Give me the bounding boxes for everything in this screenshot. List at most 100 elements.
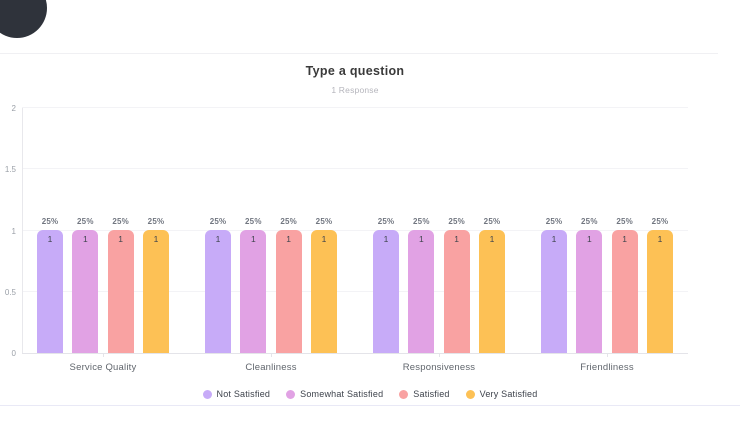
- bar-very-satisfied[interactable]: 1: [310, 230, 337, 353]
- bar-percent-label: 25%: [315, 217, 333, 226]
- category-label: Friendliness: [580, 362, 634, 373]
- bar-percent-label: 25%: [280, 217, 297, 226]
- bar-not-satisfied[interactable]: 1: [205, 230, 231, 353]
- bar-percent-label: 25%: [209, 217, 227, 226]
- bar-value-label: 1: [551, 234, 557, 244]
- bar-chart-plot-area: 25% 1 25% 1 25% 1 25% 1 Service Quality 25% 1 25% 1 2…: [22, 107, 688, 373]
- bar-somewhat-satisfied[interactable]: 1: [408, 230, 435, 353]
- bar-satisfied[interactable]: 1: [611, 230, 638, 353]
- bar-value-label: 1: [286, 234, 292, 244]
- bar-value-label: 1: [250, 234, 256, 244]
- legend-label: Not Satisfied: [216, 389, 271, 399]
- gridline: [22, 107, 688, 108]
- legend-color-dot: [286, 389, 296, 399]
- bar-column: 25% 1: [310, 108, 337, 353]
- category-label: Cleanliness: [245, 362, 297, 373]
- bar-value-label: 1: [118, 234, 124, 244]
- bar-value-label: 1: [321, 234, 327, 244]
- bar-percent-label: 25%: [377, 217, 395, 226]
- y-tick-label: 1: [11, 226, 16, 236]
- y-tick-label: 0.5: [4, 287, 16, 297]
- bar-somewhat-satisfied[interactable]: 1: [72, 230, 99, 353]
- legend-item-not-satisfied[interactable]: Not Satisfied: [202, 389, 271, 399]
- response-count: 1 Response: [331, 85, 379, 95]
- bar-percent-label: 25%: [77, 217, 94, 226]
- gridline: [22, 229, 688, 231]
- bar-percent-label: 25%: [413, 217, 430, 226]
- bar-column: 25% 1: [205, 108, 231, 353]
- bar-column: 25% 1: [72, 108, 99, 353]
- chart-title: Type a question: [305, 64, 405, 78]
- bar-satisfied[interactable]: 1: [107, 230, 134, 353]
- bar-group: 25% 1 25% 1 25% 1 25% 1: [373, 108, 505, 353]
- x-axis-tick: [271, 353, 272, 357]
- bar-very-satisfied[interactable]: 1: [478, 230, 505, 353]
- legend-color-dot: [399, 389, 409, 399]
- category-label: Service Quality: [69, 362, 137, 373]
- legend-label: Somewhat Satisfied: [300, 389, 384, 399]
- bar-value-label: 1: [622, 234, 628, 244]
- y-tick-label: 0: [11, 349, 16, 358]
- legend-item-somewhat-satisfied[interactable]: Somewhat Satisfied: [286, 389, 383, 399]
- bar-not-satisfied[interactable]: 1: [37, 230, 63, 353]
- bar-column: 25% 1: [611, 108, 638, 353]
- y-tick-label: 2: [11, 104, 16, 113]
- bar-column: 25% 1: [576, 108, 603, 353]
- bar-percent-label: 25%: [616, 217, 633, 226]
- gridline: [22, 290, 688, 292]
- y-axis-line: [22, 108, 23, 353]
- legend-color-dot: [202, 389, 212, 399]
- bar-column: 25% 1: [142, 108, 169, 353]
- bar-column: 25% 1: [541, 108, 567, 353]
- category-label: Responsiveness: [402, 362, 476, 373]
- bar-group: 25% 1 25% 1 25% 1 25% 1: [541, 108, 673, 353]
- bar-satisfied[interactable]: 1: [443, 230, 470, 353]
- bar-column: 25% 1: [373, 108, 399, 353]
- bar-value-label: 1: [657, 234, 663, 244]
- legend-color-dot: [465, 389, 475, 399]
- bar-column: 25% 1: [107, 108, 134, 353]
- bar-percent-label: 25%: [581, 217, 598, 226]
- header-divider: [0, 53, 718, 54]
- card-bottom-border: [0, 405, 740, 406]
- bar-column: 25% 1: [478, 108, 505, 353]
- legend-label: Satisfied: [413, 389, 450, 399]
- bar-somewhat-satisfied[interactable]: 1: [576, 230, 603, 353]
- bar-value-label: 1: [47, 234, 53, 244]
- bar-value-label: 1: [418, 234, 424, 244]
- x-axis-tick: [103, 353, 104, 357]
- bar-value-label: 1: [383, 234, 389, 244]
- bar-very-satisfied[interactable]: 1: [646, 230, 673, 353]
- bar-value-label: 1: [489, 234, 495, 244]
- legend-item-satisfied[interactable]: Satisfied: [399, 389, 449, 399]
- bar-not-satisfied[interactable]: 1: [541, 230, 567, 353]
- bar-value-label: 1: [586, 234, 592, 244]
- bar-value-label: 1: [454, 234, 460, 244]
- legend-item-very-satisfied[interactable]: Very Satisfied: [465, 389, 538, 399]
- x-axis-tick: [607, 353, 608, 357]
- bar-very-satisfied[interactable]: 1: [142, 230, 169, 353]
- bar-percent-label: 25%: [545, 217, 563, 226]
- bar-percent-label: 25%: [41, 217, 59, 226]
- bar-column: 25% 1: [646, 108, 673, 353]
- legend-label: Very Satisfied: [479, 389, 538, 399]
- bar-value-label: 1: [82, 234, 88, 244]
- avatar-bubble[interactable]: [0, 0, 47, 38]
- bar-satisfied[interactable]: 1: [275, 230, 302, 353]
- bar-value-label: 1: [153, 234, 159, 244]
- bar-group: 25% 1 25% 1 25% 1 25% 1: [205, 108, 337, 353]
- bar-value-label: 1: [215, 234, 221, 244]
- bar-column: 25% 1: [443, 108, 470, 353]
- bar-percent-label: 25%: [245, 217, 262, 226]
- y-tick-label: 1.5: [4, 165, 16, 175]
- x-axis-tick: [439, 353, 440, 357]
- y-axis-labels: 0 0.5 1 1.5 2: [0, 104, 18, 358]
- gridline: [22, 168, 688, 170]
- bar-percent-label: 25%: [147, 217, 165, 226]
- bar-not-satisfied[interactable]: 1: [373, 230, 399, 353]
- bar-percent-label: 25%: [112, 217, 129, 226]
- chart-legend: Not Satisfied Somewhat Satisfied Satisfied…: [0, 386, 740, 402]
- bar-group: 25% 1 25% 1 25% 1 25% 1: [37, 108, 169, 353]
- bar-somewhat-satisfied[interactable]: 1: [240, 230, 267, 353]
